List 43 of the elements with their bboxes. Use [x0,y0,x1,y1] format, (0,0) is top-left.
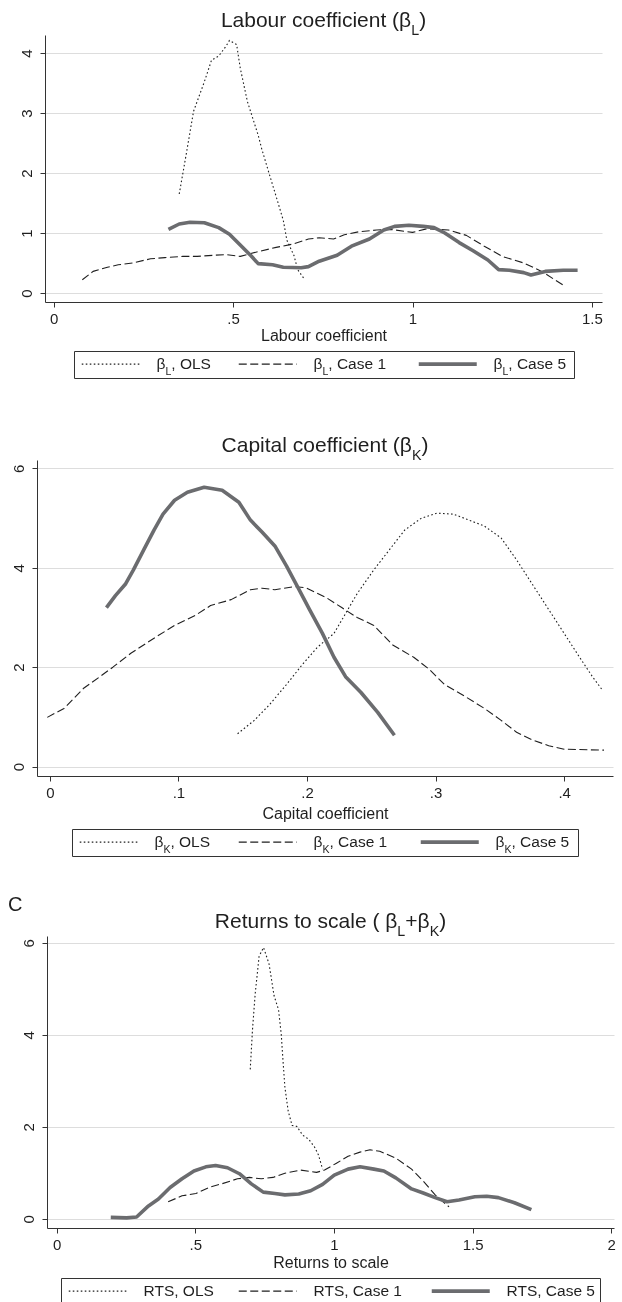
y-tick-label: 3 [17,109,35,118]
y-tick-label: 0 [19,1215,37,1224]
x-axis-title: Capital coefficient [262,804,390,822]
chart-title: Capital coefficient (β$_{K}$) [221,433,429,463]
y-tick-label: 4 [9,564,27,573]
legend-label: β$_{K}$, OLS [154,833,211,856]
y-tick-label: 1 [17,229,35,238]
x-tick-label: .1 [172,783,186,801]
chart-title: Returns to scale ( β$_{L}$+β$_{K}$) [214,909,447,939]
x-tick-label: .4 [558,783,571,801]
x-tick-label: .3 [429,783,443,801]
y-tick-label: 2 [17,169,35,178]
legend-label: β$_{K}$, Case 1 [313,833,388,856]
y-tick-label: 6 [9,464,27,474]
legend-label: β$_{K}$, Case 5 [495,833,570,856]
x-tick-label: 1 [330,1235,339,1253]
y-tick-label: 2 [9,663,27,672]
x-tick-label: 1.5 [582,309,603,327]
x-axis-title: Returns to scale [273,1253,389,1271]
legend-label: β$_{L}$, Case 1 [313,355,387,378]
y-tick-label: 2 [19,1123,37,1132]
y-tick-label: 6 [19,939,37,948]
legend-label: β$_{L}$, Case 5 [493,355,567,378]
legend-label: RTS, Case 5 [506,1282,595,1300]
text: C [8,893,23,915]
x-tick-label: .5 [189,1235,203,1253]
y-tick-label: 4 [17,49,35,58]
y-tick-label: 4 [19,1031,37,1040]
legend-label: RTS, Case 1 [313,1282,402,1300]
y-tick-label: 0 [9,762,27,772]
x-tick-label: 2 [607,1235,616,1253]
y-tick-label: 0 [17,289,35,298]
chart-title: Labour coefficient (β$_{L}$) [220,8,427,38]
x-tick-label: 0 [53,1235,62,1253]
x-tick-label: 1.5 [462,1235,484,1253]
legend-label: RTS, OLS [143,1282,214,1300]
x-tick-label: 0 [49,309,59,327]
x-tick-label: 0 [46,783,55,801]
x-axis-title: Labour coefficient [260,326,388,344]
x-tick-label: .2 [301,783,314,801]
x-tick-label: 1 [408,309,418,327]
x-tick-label: .5 [227,309,240,327]
legend-label: β$_{L}$, OLS [156,355,211,378]
